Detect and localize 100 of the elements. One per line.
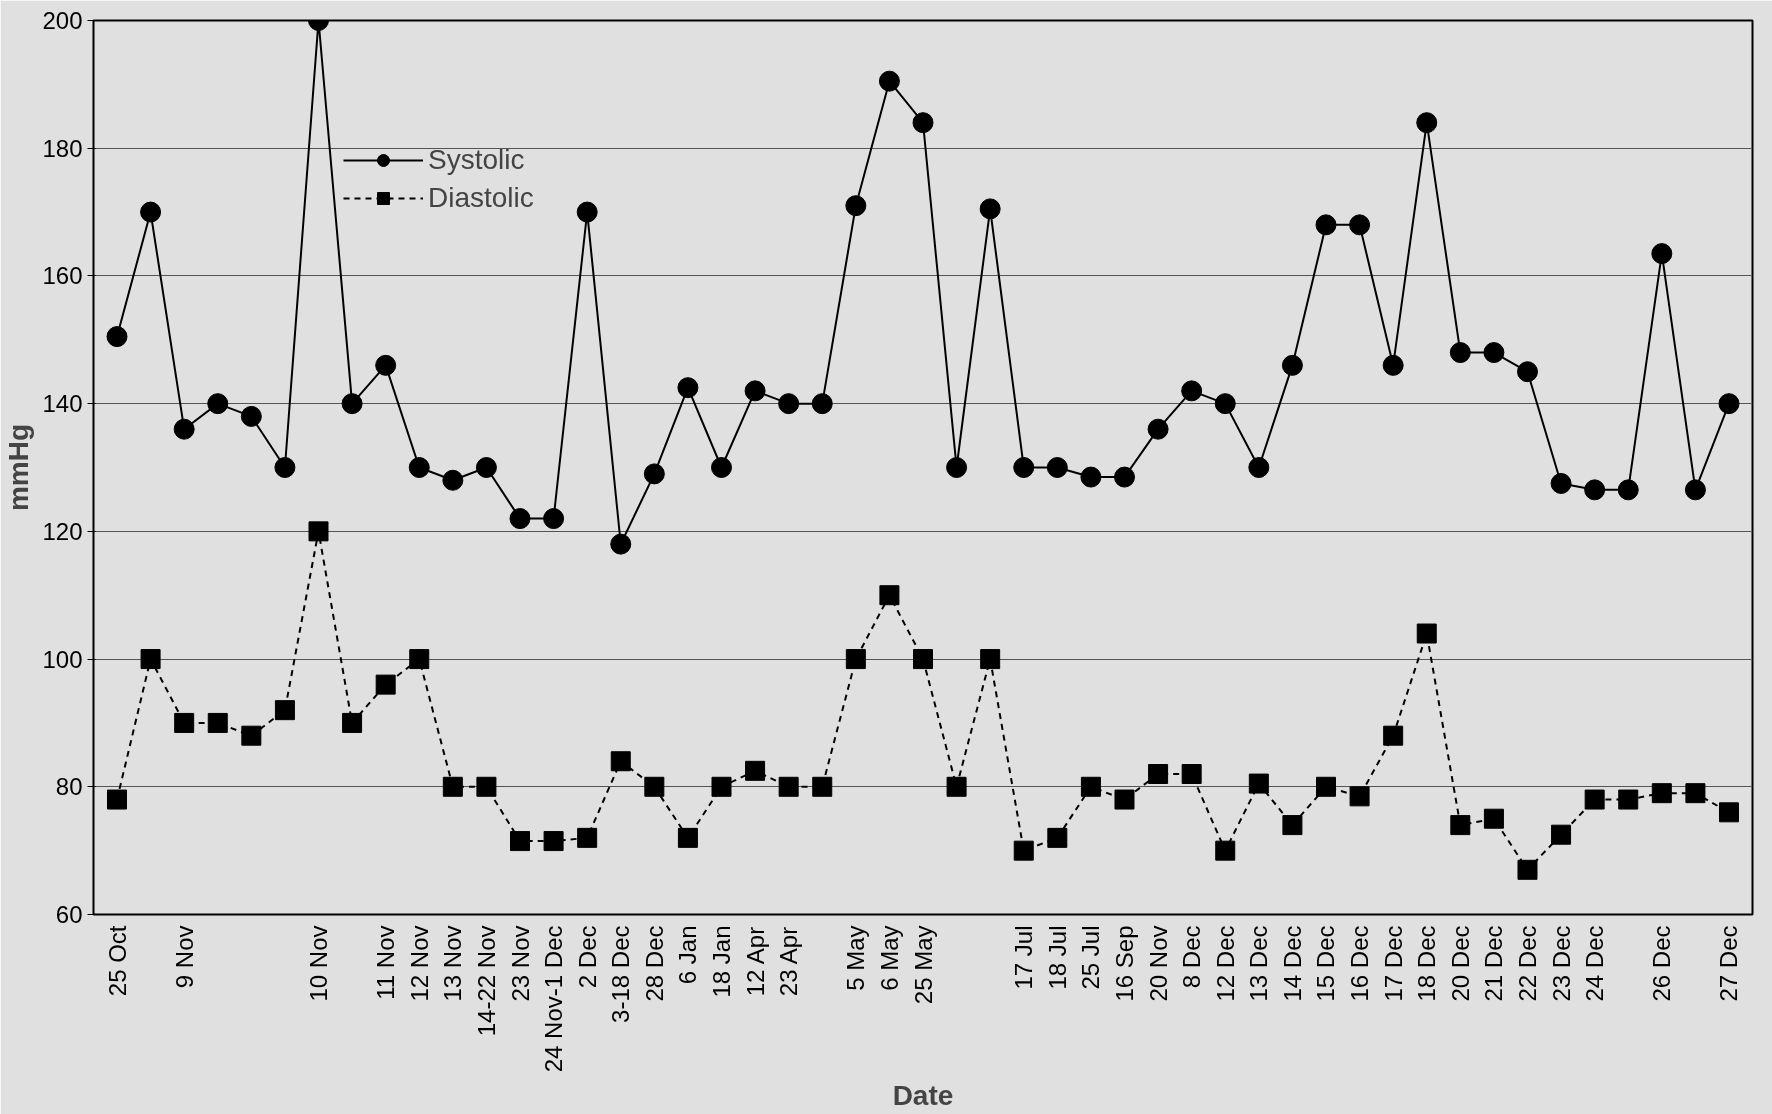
x-tick-label: 16 Sep [1111, 925, 1138, 1002]
x-tick-label: 21 Dec [1480, 925, 1508, 1002]
x-tick-label: 24 Nov-1 Dec [540, 925, 568, 1073]
point [946, 776, 967, 797]
x-tick-label: 15 Dec [1312, 925, 1340, 1002]
point [778, 776, 799, 797]
point [1282, 815, 1303, 836]
point [946, 457, 968, 478]
y-tick-label: 120 [42, 517, 83, 545]
point [341, 393, 363, 415]
x-tick-label: 17 Jul [1010, 925, 1038, 990]
x-tick-label: 23 Nov [506, 925, 534, 1002]
point [1584, 479, 1606, 501]
point [1551, 824, 1572, 845]
point [677, 377, 699, 399]
x-tick-label: 23 Apr [775, 926, 803, 997]
x-tick-label: 8 Dec [1178, 925, 1206, 989]
point [475, 457, 497, 478]
x-tick-label: 26 Dec [1648, 925, 1676, 1002]
y-tick-label: 80 [55, 773, 83, 801]
x-tick-label: 16 Dec [1346, 925, 1374, 1002]
x-tick-label: 25 May [909, 925, 937, 1005]
point [1483, 342, 1505, 364]
point [510, 831, 530, 852]
x-tick-label: 27 Dec [1715, 925, 1743, 1002]
x-tick-label: 12 Nov [405, 925, 433, 1002]
point [375, 354, 397, 376]
x-tick-label: 6 Jan [674, 925, 702, 985]
x-tick-label: 3-18 Dec [607, 925, 635, 1023]
x-tick-label: 20 Dec [1446, 925, 1474, 1002]
point [442, 776, 463, 797]
point [1651, 783, 1672, 804]
x-tick-label: 11 Nov [372, 925, 400, 1000]
point [240, 405, 262, 427]
point [778, 393, 800, 415]
point [1047, 827, 1068, 848]
point [140, 201, 162, 223]
x-tick-label: 18 Dec [1413, 925, 1441, 1002]
point [1584, 789, 1605, 810]
point [1449, 342, 1471, 364]
x-tick-label: 14-22 Nov [472, 925, 500, 1037]
legend-label: Diastolic [428, 182, 534, 214]
point [1416, 112, 1438, 134]
point [643, 463, 665, 485]
point [1684, 479, 1706, 501]
point [308, 521, 329, 542]
point [408, 457, 430, 478]
x-tick-label: 17 Dec [1379, 925, 1407, 1002]
point [577, 827, 598, 848]
y-tick-label: 140 [42, 390, 83, 418]
point [409, 649, 430, 670]
point [1517, 859, 1538, 880]
x-tick-label: 6 May [875, 925, 903, 991]
point [1147, 418, 1169, 440]
legend-label: Systolic [428, 144, 525, 176]
point [241, 725, 262, 746]
point [1718, 393, 1740, 415]
point [1214, 393, 1236, 415]
point [1618, 789, 1639, 810]
y-tick-label: 60 [55, 901, 83, 928]
x-tick-label: 5 May [842, 925, 870, 991]
point [342, 712, 363, 733]
point [1382, 354, 1404, 376]
point [644, 776, 665, 797]
point [1013, 457, 1035, 478]
x-tick-label: 18 Jul [1043, 925, 1071, 990]
x-tick-label: 12 Dec [1211, 925, 1239, 1002]
x-tick-label: 24 Dec [1581, 925, 1609, 1002]
point [912, 112, 934, 134]
point [711, 457, 732, 478]
point [812, 776, 833, 797]
point [913, 649, 933, 670]
point [442, 469, 464, 491]
point [140, 649, 161, 670]
point [1450, 815, 1471, 836]
point [1349, 214, 1371, 236]
x-tick-label: 9 Nov [170, 925, 198, 989]
point [1248, 773, 1269, 794]
point [845, 195, 867, 217]
point [1617, 479, 1639, 501]
point [207, 393, 229, 415]
x-tick-label: 23 Dec [1547, 925, 1575, 1002]
point [1383, 725, 1404, 746]
point [1349, 786, 1370, 807]
x-tick-label: 25 Oct [103, 925, 131, 997]
point [1516, 361, 1538, 383]
point [879, 585, 900, 606]
point [1080, 466, 1102, 488]
y-axis-title: mmHg [3, 423, 35, 512]
x-tick-label: 10 Nov [305, 925, 333, 1002]
x-tick-label: 2 Dec [573, 925, 601, 989]
x-tick-label: 20 Nov [1144, 925, 1172, 1002]
point [1181, 380, 1203, 402]
x-tick-label: 14 Dec [1278, 925, 1306, 1002]
point [1013, 840, 1034, 861]
point [509, 508, 531, 530]
point [543, 831, 564, 852]
point [1315, 214, 1337, 236]
x-tick-label: 22 Dec [1513, 925, 1541, 1002]
point [1148, 764, 1169, 785]
